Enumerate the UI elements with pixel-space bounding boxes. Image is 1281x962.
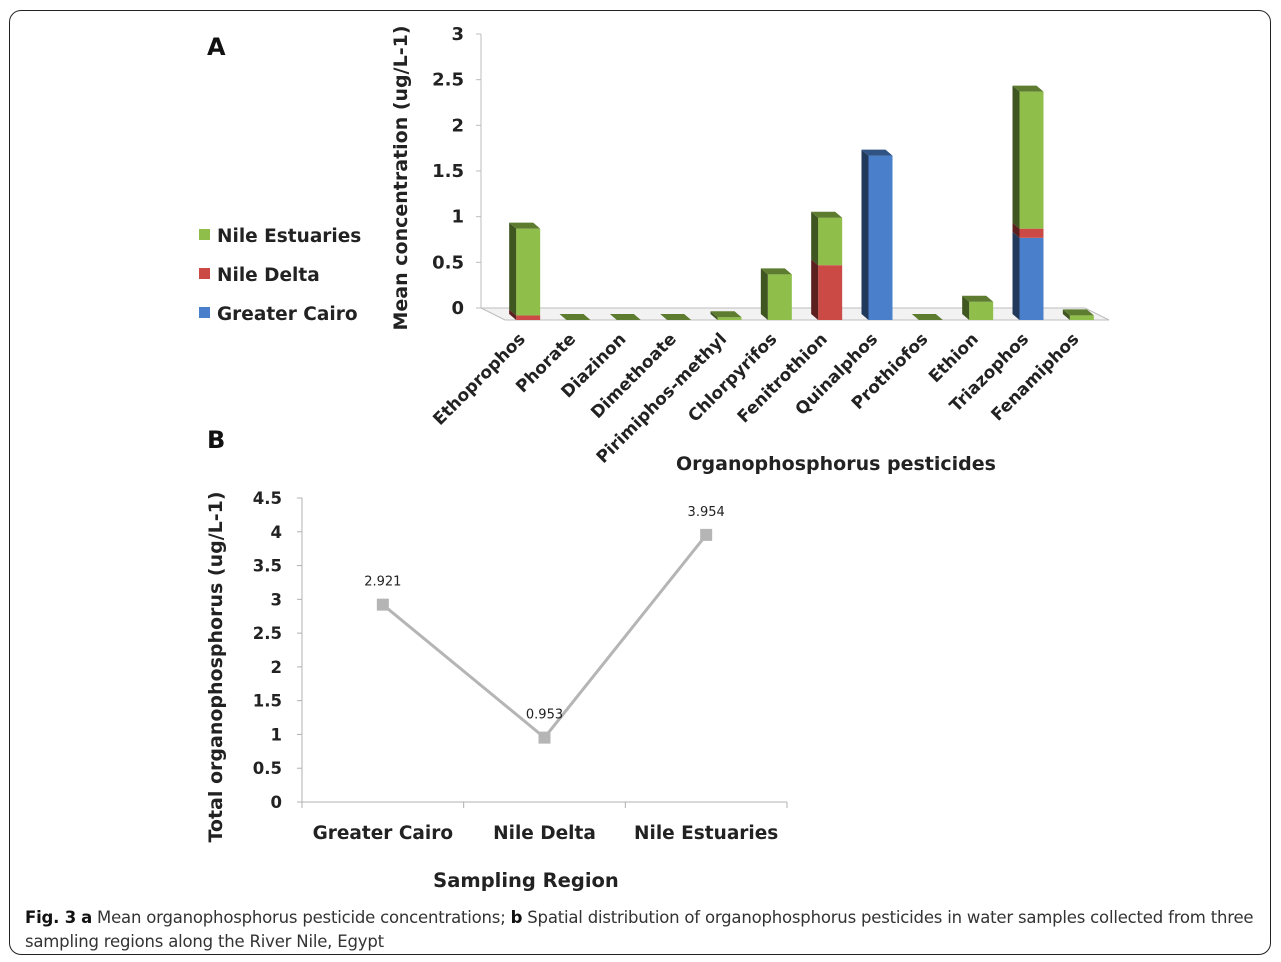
bar-side [811, 211, 819, 266]
y-tick-label-b: 1 [271, 725, 282, 744]
bar-side [861, 149, 869, 320]
x-tick-label-b: Nile Delta [493, 823, 596, 844]
bar-top [1012, 85, 1044, 92]
y-tick-label: 3 [451, 24, 464, 45]
y-tick-label-b: 0.5 [253, 759, 282, 778]
bar-top [861, 149, 893, 156]
data-label: 3.954 [688, 505, 725, 520]
y-tick-label-b: 3.5 [253, 557, 282, 576]
bar-side [1012, 222, 1020, 238]
bar-side [962, 295, 970, 320]
bar-segment [767, 274, 792, 320]
bar-stack [1012, 85, 1044, 320]
legend-swatch [199, 229, 210, 240]
y-axis-label: Mean concentration (ug/L-1) [390, 26, 412, 331]
bar-stack [660, 314, 692, 320]
bar-segment [1019, 237, 1044, 320]
bar-top [509, 222, 541, 229]
bar-side [710, 311, 718, 320]
bar-segment [516, 315, 541, 320]
bar-segment [717, 317, 742, 320]
caption-text-a: Mean organophosphorus pesticide concentr… [92, 908, 511, 927]
bar-stack [1062, 309, 1094, 320]
bar-stack [559, 314, 591, 320]
legend-swatch [199, 268, 210, 279]
bar-side [509, 309, 517, 320]
bar-segment [516, 228, 541, 316]
bar-segment [818, 265, 843, 320]
bar-segment [868, 155, 893, 320]
data-label: 2.921 [364, 575, 401, 590]
y-tick-label-b: 1.5 [253, 692, 282, 711]
bar-side [1012, 85, 1020, 229]
caption-part-b: b [510, 908, 523, 927]
bar-top [559, 314, 591, 320]
y-tick-label-b: 4.5 [253, 489, 282, 508]
bar-top [811, 211, 843, 218]
bar-top [911, 314, 943, 320]
caption-text-b: Spatial distribution of organophosphorus… [25, 908, 1254, 951]
bar-top [660, 314, 692, 320]
x-axis-label: Organophosphorus pesticides [676, 453, 996, 475]
bar-side [811, 259, 819, 320]
bar-stack [509, 222, 541, 320]
bar-stack [609, 314, 641, 320]
bar-top [962, 295, 994, 302]
caption-fig-label: Fig. 3 [25, 908, 77, 927]
y-tick-label: 2 [451, 115, 464, 136]
data-label: 0.953 [526, 708, 563, 723]
y-tick-label: 1.5 [432, 161, 464, 182]
y-tick-label: 1 [451, 207, 464, 228]
bar-side [760, 268, 768, 320]
bar-side [1012, 231, 1020, 320]
bar-stack [760, 268, 792, 320]
y-tick-label-b: 0 [271, 793, 282, 812]
y-tick-label-b: 4 [271, 523, 282, 542]
bar-stack [811, 211, 843, 320]
figure-caption: Fig. 3 a Mean organophosphorus pesticide… [25, 906, 1260, 954]
bar-side [509, 222, 517, 316]
bar-side [1062, 309, 1070, 320]
bar-top [609, 314, 641, 320]
bar-stack [911, 314, 943, 320]
caption-part-a: a [81, 908, 93, 927]
bar-segment [969, 301, 994, 320]
bar-segment [818, 217, 843, 266]
bar-top [1062, 309, 1094, 316]
legend-label: Nile Estuaries [217, 226, 361, 247]
legend-label: Nile Delta [217, 265, 320, 286]
panel-label-a: A [207, 33, 226, 61]
bar-segment [1019, 91, 1044, 229]
legend-swatch [199, 307, 210, 318]
x-axis-label-b: Sampling Region [433, 869, 619, 892]
legend-label: Greater Cairo [217, 304, 358, 325]
x-tick-label-b: Greater Cairo [313, 823, 454, 844]
bar-top [760, 268, 792, 275]
y-axis-label-b: Total organophosphorus (ug/L-1) [205, 491, 227, 842]
bar-stack [861, 149, 893, 320]
x-tick-label-b: Nile Estuaries [634, 823, 778, 844]
data-point-marker [376, 598, 389, 611]
y-tick-label: 0 [451, 298, 464, 319]
figure-frame [9, 10, 1271, 955]
panel-label-b: B [207, 426, 225, 454]
y-tick-label-b: 3 [271, 590, 282, 609]
bar-stack [710, 311, 742, 320]
y-tick-label: 2.5 [432, 70, 464, 91]
x-tick-label: Fenamiphos [987, 329, 1083, 425]
y-tick-label: 0.5 [432, 252, 464, 273]
x-tick-label: Fenitrothion [734, 329, 832, 427]
bar-segment [1019, 228, 1044, 238]
y-tick-label-b: 2 [271, 658, 282, 677]
bar-stack [962, 295, 994, 320]
data-point-marker [538, 731, 551, 744]
x-tick-label: Chlorpyrifos [684, 329, 781, 426]
data-point-marker [700, 528, 713, 541]
bar-top [710, 311, 742, 318]
y-tick-label-b: 2.5 [253, 624, 282, 643]
bar-segment [1069, 315, 1094, 320]
